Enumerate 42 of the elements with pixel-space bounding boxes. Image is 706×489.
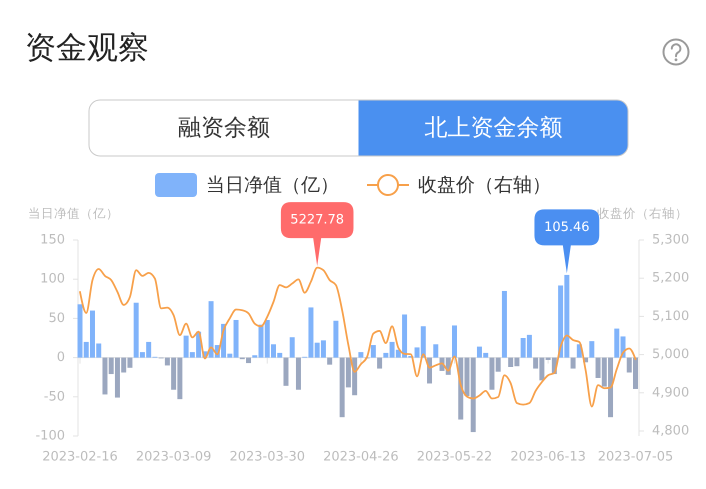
bar [290, 337, 295, 358]
bar [570, 358, 576, 369]
y2-tick-label: 5,000 [652, 347, 690, 362]
x-tick-label: 2023-02-16 [42, 450, 118, 464]
y2-axis-title: 收盘价（右轴） [597, 206, 688, 220]
bar [370, 345, 376, 358]
legend-label: 收盘价（右轴） [418, 174, 551, 196]
x-tick-label: 2023-07-05 [598, 450, 674, 464]
y2-tick-label: 4,800 [652, 424, 690, 438]
x-tick-label: 2023-03-30 [229, 450, 306, 464]
x-tick-label: 2023-05-22 [416, 450, 492, 464]
bar [433, 344, 438, 358]
data-label: 5227.78 [290, 212, 344, 228]
bar [296, 358, 301, 390]
y-tick-label: 0 [56, 350, 65, 366]
text: 北上资金余额 [424, 115, 562, 141]
bar [377, 358, 382, 369]
x-tick-label: 2023-03-09 [136, 450, 212, 464]
bar [333, 320, 338, 358]
line-series [79, 266, 636, 408]
y-tick-label: -50 [44, 389, 65, 404]
bar [283, 358, 288, 386]
y-tick-label: 50 [48, 310, 65, 326]
y2-tick-label: 4,900 [652, 385, 690, 400]
y2-tick-label: 5,200 [652, 270, 690, 286]
y-tick-label: 100 [40, 272, 65, 287]
bar [358, 352, 364, 358]
text: 融资余额 [178, 115, 270, 141]
chart-title: 资金观察 [25, 30, 149, 66]
x-tick-label: 2023-04-26 [323, 450, 399, 464]
y2-tick-label: 5,100 [652, 308, 690, 324]
bar [327, 358, 332, 365]
y-tick-label: 150 [40, 232, 65, 248]
x-tick-label: 2023-06-13 [510, 450, 586, 464]
data-label: 105.46 [544, 220, 590, 235]
bar [452, 325, 457, 358]
y-tick-label: -100 [35, 428, 65, 444]
bar [589, 341, 594, 358]
y2-tick-label: 5,300 [652, 232, 690, 248]
legend-label: 当日净值（亿） [206, 174, 339, 196]
bar [502, 290, 507, 358]
y-axis-title: 当日净值（亿） [28, 206, 119, 220]
